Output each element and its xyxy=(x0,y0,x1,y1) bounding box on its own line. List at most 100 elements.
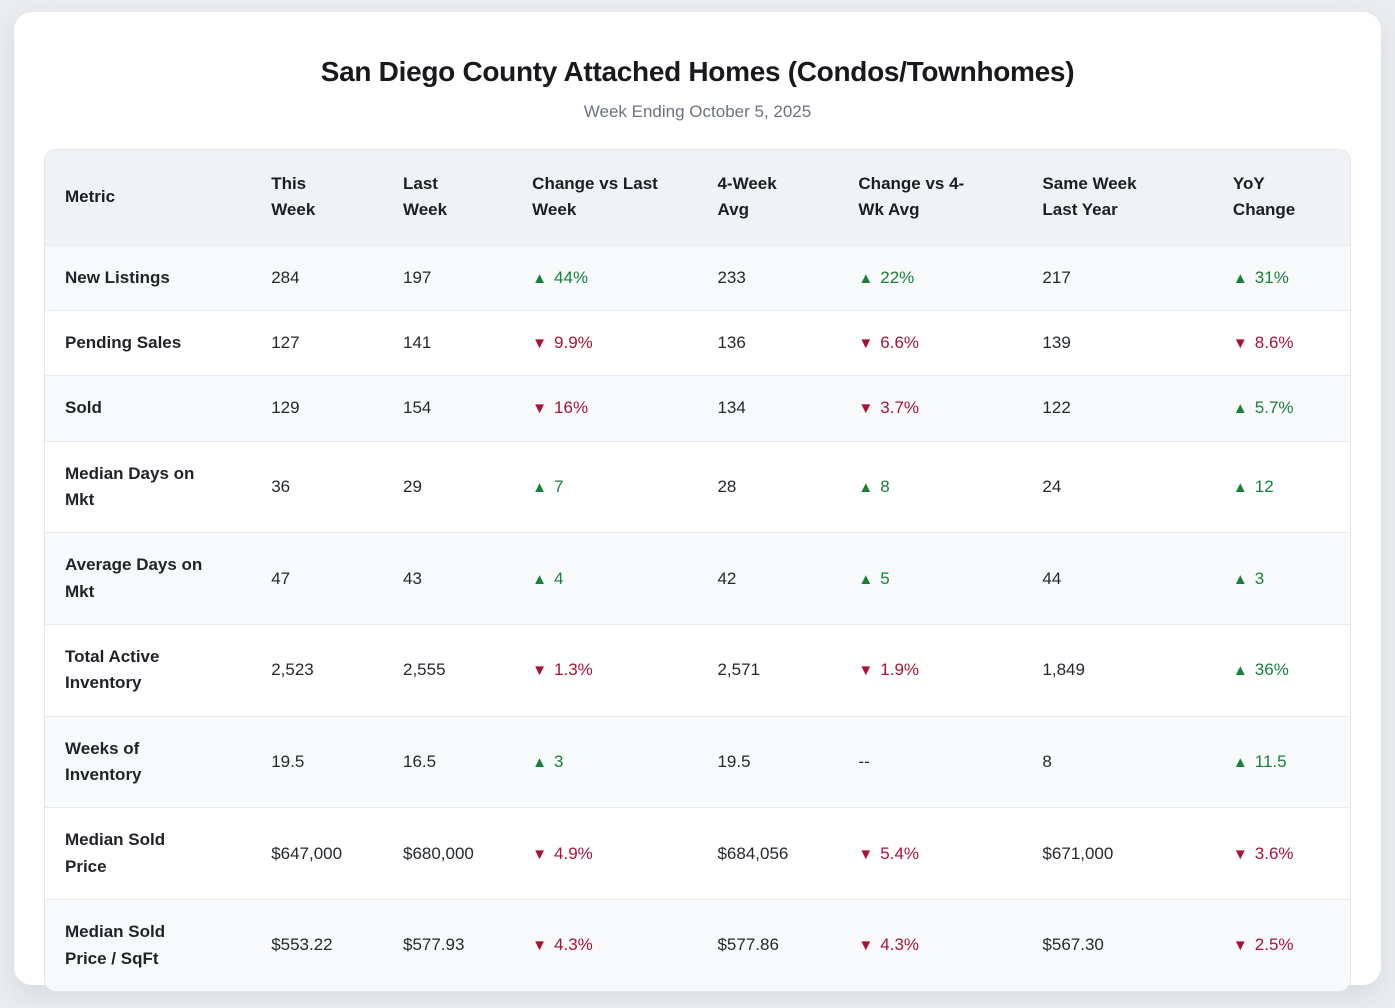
last_week-cell: 29 xyxy=(382,440,513,533)
up-arrow-icon: ▲ xyxy=(532,753,548,771)
change-value: 3.6% xyxy=(1254,843,1294,863)
table-row: New Listings 284 197 ▲ 44% 233 ▲ 22% 217 ▲ 31% xyxy=(45,244,1350,311)
this_week-cell: 284 xyxy=(251,244,383,311)
header-row: Metric This Week Last Week Change vs Last W… xyxy=(45,150,1350,246)
yoy_change-cell: ▲ 12 xyxy=(1212,440,1350,533)
same_week_last_year-cell: 122 xyxy=(1022,375,1213,442)
yoy_change-cell: ▼ 2.5% xyxy=(1212,899,1350,991)
change-value: 5.4% xyxy=(880,843,920,863)
change-value: 12 xyxy=(1254,476,1274,496)
same_week_last_year-cell: $671,000 xyxy=(1022,807,1213,900)
column-header-metric: Metric xyxy=(45,150,252,246)
four_week_avg-cell: 28 xyxy=(697,440,839,533)
page-subtitle: Week Ending October 5, 2025 xyxy=(583,102,812,121)
page-title: San Diego County Attached Homes (Condos/… xyxy=(320,56,1075,87)
change-value: 3 xyxy=(1254,568,1265,588)
table-row: Total Active Inventory 2,523 2,555 ▼ 1.3% 2,5… xyxy=(45,624,1350,717)
yoy_change-cell: ▲ 36% xyxy=(1212,624,1350,717)
change_vs_4wk_avg-cell: ▲ 8 xyxy=(838,440,1023,533)
change-value: 4.9% xyxy=(554,843,593,863)
table-row: Average Days on Mkt 47 43 ▲ 4 42 ▲ 5 44 ▲ 3 xyxy=(45,532,1350,625)
down-arrow-icon: ▼ xyxy=(532,335,548,353)
change_vs_4wk_avg-cell: ▼ 5.4% xyxy=(838,807,1023,900)
metric-cell: Median Sold Price / SqFt xyxy=(45,899,252,991)
change-value: 5 xyxy=(880,568,890,588)
last_week-cell: 43 xyxy=(382,532,513,625)
column-header-four_week_avg: 4-Week Avg xyxy=(697,150,839,246)
column-header-change_vs_4wk_avg: Change vs 4- Wk Avg xyxy=(838,150,1023,246)
down-arrow-icon: ▼ xyxy=(858,335,874,353)
up-arrow-icon: ▲ xyxy=(858,269,874,287)
change_vs_last_week-cell: ▼ 9.9% xyxy=(512,310,698,376)
yoy_change-cell: ▲ 11.5 xyxy=(1212,715,1350,808)
four_week_avg-cell: 233 xyxy=(697,244,839,311)
metric-cell: Sold xyxy=(45,375,252,442)
metric-cell: Weeks of Inventory xyxy=(45,715,252,808)
change_vs_last_week-cell: ▼ 1.3% xyxy=(512,624,698,717)
down-arrow-icon: ▼ xyxy=(532,400,548,418)
down-arrow-icon: ▼ xyxy=(858,662,874,680)
this_week-cell: $647,000 xyxy=(251,807,383,900)
yoy_change-cell: ▲ 3 xyxy=(1212,532,1350,625)
up-arrow-icon: ▲ xyxy=(1232,478,1248,496)
table-row: Median Sold Price $647,000 $680,000 ▼ 4.9% $6… xyxy=(45,807,1350,900)
up-arrow-icon: ▲ xyxy=(532,478,548,496)
metric-cell: Median Days on Mkt xyxy=(45,440,252,533)
table-row: Sold 129 154 ▼ 16% 134 ▼ 3.7% 122 ▲ 5.7% xyxy=(45,375,1350,442)
column-header-same_week_last_year: Same Week Last Year xyxy=(1022,150,1213,246)
table-body: New Listings 284 197 ▲ 44% 233 ▲ 22% 217 ▲ 31% Pend… xyxy=(45,244,1350,991)
metrics-table: Metric This Week Last Week Change vs Last W… xyxy=(45,150,1350,991)
change-value: 31% xyxy=(1254,267,1289,287)
down-arrow-icon: ▼ xyxy=(858,845,874,863)
same_week_last_year-cell: 1,849 xyxy=(1022,624,1213,717)
this_week-cell: 129 xyxy=(251,375,383,442)
last_week-cell: $577.93 xyxy=(382,899,513,991)
last_week-cell: $680,000 xyxy=(382,807,513,900)
down-arrow-icon: ▼ xyxy=(532,937,548,955)
change-value: 3 xyxy=(554,751,564,771)
this_week-cell: 47 xyxy=(251,532,383,625)
up-arrow-icon: ▲ xyxy=(532,570,548,588)
this_week-cell: $553.22 xyxy=(251,899,383,991)
change-value: 16% xyxy=(554,398,589,418)
up-arrow-icon: ▲ xyxy=(858,570,874,588)
change-value: 22% xyxy=(880,267,915,287)
four_week_avg-cell: 134 xyxy=(697,375,839,442)
yoy_change-cell: ▼ 8.6% xyxy=(1212,310,1350,376)
change_vs_4wk_avg-cell: ▲ 5 xyxy=(838,532,1023,625)
metric-cell: New Listings xyxy=(45,244,252,311)
change-value: 4.3% xyxy=(554,935,593,955)
change-value: 44% xyxy=(554,267,589,287)
metric-cell: Median Sold Price xyxy=(45,807,252,900)
change-value: 36% xyxy=(1254,660,1289,680)
change-value: 7 xyxy=(554,476,564,496)
change_vs_last_week-cell: ▼ 4.3% xyxy=(512,899,698,991)
four_week_avg-cell: 42 xyxy=(697,532,839,625)
change-value: 11.5 xyxy=(1254,751,1287,771)
change_vs_last_week-cell: ▼ 4.9% xyxy=(512,807,698,900)
change-value: 1.3% xyxy=(554,660,593,680)
metrics-table-container: Metric This Week Last Week Change vs Last W… xyxy=(44,149,1351,992)
same_week_last_year-cell: 217 xyxy=(1022,244,1213,311)
up-arrow-icon: ▲ xyxy=(1232,400,1248,418)
four_week_avg-cell: $684,056 xyxy=(697,807,839,900)
column-header-yoy_change: YoY Change xyxy=(1212,150,1350,246)
this_week-cell: 2,523 xyxy=(251,624,383,717)
last_week-cell: 141 xyxy=(382,310,513,376)
down-arrow-icon: ▼ xyxy=(1232,937,1248,955)
last_week-cell: 154 xyxy=(382,375,513,442)
down-arrow-icon: ▼ xyxy=(1232,335,1248,353)
change_vs_last_week-cell: ▲ 4 xyxy=(512,532,698,625)
four_week_avg-cell: $577.86 xyxy=(697,899,839,991)
down-arrow-icon: ▼ xyxy=(858,400,874,418)
change-value: 4 xyxy=(554,568,564,588)
change-value: 2.5% xyxy=(1254,935,1294,955)
last_week-cell: 2,555 xyxy=(382,624,513,717)
this_week-cell: 19.5 xyxy=(251,715,383,808)
four_week_avg-cell: 136 xyxy=(697,310,839,376)
same_week_last_year-cell: 24 xyxy=(1022,440,1213,533)
change_vs_4wk_avg-cell: ▼ 6.6% xyxy=(838,310,1023,376)
table-row: Pending Sales 127 141 ▼ 9.9% 136 ▼ 6.6% 139 ▼ 8.6% xyxy=(45,310,1350,376)
change-value: 6.6% xyxy=(880,333,920,353)
last_week-cell: 197 xyxy=(382,244,513,311)
